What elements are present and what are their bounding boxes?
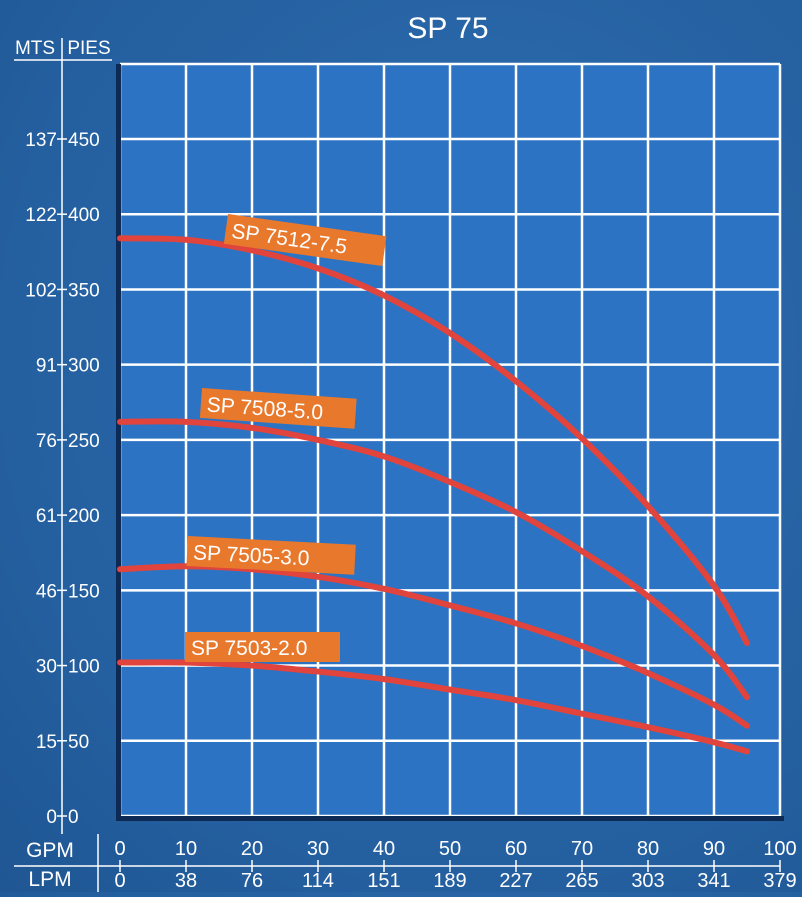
y-tick-label-meters: 122 bbox=[25, 205, 57, 226]
y-tick-label-feet: 450 bbox=[68, 130, 100, 151]
y-tick-label-meters: 102 bbox=[25, 280, 57, 301]
y-tick-label-feet: 50 bbox=[68, 732, 89, 753]
x-tick-label-gpm: 90 bbox=[703, 838, 725, 860]
y-tick-label-feet: 100 bbox=[68, 657, 100, 678]
series-label-bg bbox=[199, 388, 357, 429]
y-axis-line bbox=[116, 64, 121, 820]
x-axis-line bbox=[116, 816, 784, 821]
x-tick-label-gpm: 80 bbox=[637, 838, 659, 860]
y-tick-label-meters: 76 bbox=[36, 431, 57, 452]
series-label: SP 7503-2.0 bbox=[185, 632, 340, 662]
x-tick-label-lpm: 379 bbox=[763, 870, 796, 892]
y-tick-label-meters: 61 bbox=[36, 506, 57, 527]
x-tick-label-gpm: 100 bbox=[763, 838, 796, 860]
series-label-text: SP 7503-2.0 bbox=[191, 637, 307, 660]
y-tick-label-meters: 91 bbox=[36, 356, 57, 377]
grid-layer bbox=[118, 62, 782, 818]
y-tick-label-meters: 0 bbox=[46, 807, 57, 828]
y-tick-label-feet: 250 bbox=[68, 431, 100, 452]
x-tick-label-gpm: 30 bbox=[307, 838, 329, 860]
x-tick-label-lpm: 151 bbox=[367, 870, 400, 892]
x-tick-label-lpm: 0 bbox=[114, 870, 125, 892]
x-tick-label-gpm: 70 bbox=[571, 838, 593, 860]
y-tick-label-feet: 400 bbox=[68, 205, 100, 226]
x-tick-label-gpm: 10 bbox=[175, 838, 197, 860]
series-label: SP 7505-3.0 bbox=[186, 536, 356, 575]
chart-title: SP 75 bbox=[407, 12, 488, 45]
series-label: SP 7508-5.0 bbox=[199, 388, 357, 429]
y-tick-label-meters: 46 bbox=[36, 581, 57, 602]
x-primary-label: GPM bbox=[26, 839, 74, 862]
y-tick-label-meters: 137 bbox=[25, 130, 57, 151]
x-tick-label-gpm: 0 bbox=[114, 838, 125, 860]
x-tick-label-gpm: 40 bbox=[373, 838, 395, 860]
y-tick-label-meters: 15 bbox=[36, 732, 57, 753]
series-label-bg bbox=[185, 632, 340, 662]
series-label-bg bbox=[186, 536, 356, 575]
x-tick-label-gpm: 20 bbox=[241, 838, 263, 860]
series-curve bbox=[117, 659, 750, 755]
y-tick-label-feet: 300 bbox=[68, 356, 100, 377]
x-tick-label-lpm: 38 bbox=[175, 870, 197, 892]
y-tick-label-meters: 30 bbox=[36, 657, 57, 678]
x-tick-label-lpm: 341 bbox=[697, 870, 730, 892]
x-tick-label-lpm: 227 bbox=[499, 870, 532, 892]
x-tick-label-gpm: 50 bbox=[439, 838, 461, 860]
x-secondary-label: LPM bbox=[28, 868, 71, 891]
y-right-header: PIES bbox=[67, 38, 110, 59]
series-curve bbox=[117, 235, 750, 646]
y-tick-label-feet: 200 bbox=[68, 506, 100, 527]
x-tick-label-lpm: 114 bbox=[302, 870, 334, 892]
series-curve bbox=[117, 418, 750, 701]
x-tick-label-lpm: 265 bbox=[565, 870, 598, 892]
series-label-bg bbox=[223, 214, 387, 266]
x-tick-label-gpm: 60 bbox=[505, 838, 527, 860]
y-tick-label-feet: 150 bbox=[68, 581, 100, 602]
x-tick-label-lpm: 76 bbox=[241, 870, 263, 892]
x-tick-label-lpm: 303 bbox=[631, 870, 664, 892]
y-tick-label-feet: 350 bbox=[68, 280, 100, 301]
y-tick-label-feet: 0 bbox=[68, 807, 79, 828]
y-left-header: MTS bbox=[15, 38, 55, 59]
x-tick-label-lpm: 189 bbox=[433, 870, 466, 892]
